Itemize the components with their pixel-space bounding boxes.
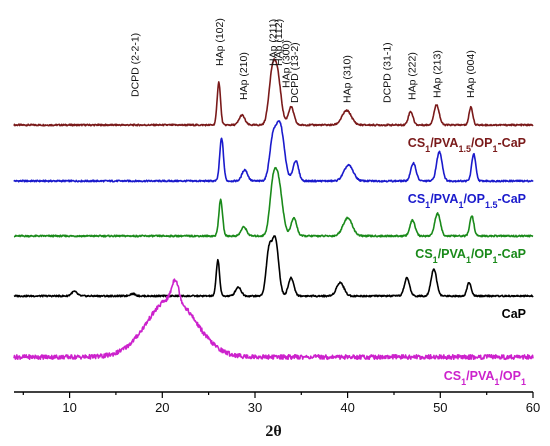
series-labels: CS1/PVA1.5/OP1-CaP CS1/PVA1/OP1.5-CaP CS1/…	[408, 136, 526, 387]
series-label-4: CS1/PVA1/OP1	[444, 369, 526, 387]
x-tick-label: 60	[526, 400, 540, 415]
peak-label-11: HAp (004)	[465, 50, 477, 98]
peak-label-7: HAp (310)	[342, 55, 354, 103]
peak-label-5: HAp (300)	[281, 40, 293, 88]
peak-labels: DCPD (2-2-1) HAp (102)HAp (210)HAp (211)H…	[130, 18, 478, 103]
series-line-4	[13, 278, 534, 361]
series-label-1: CS1/PVA1/OP1.5-CaP	[408, 192, 526, 210]
x-axis: 10 20 30 40 50 60	[14, 391, 540, 415]
series-line-0	[13, 58, 534, 127]
series-label-2: CS1/PVA1/OP1-CaP	[415, 247, 526, 265]
peak-label-0: DCPD (2-2-1)	[130, 33, 142, 97]
peak-label-6: DCPD (13-2)	[289, 42, 301, 103]
peak-label-2: HAp (210)	[238, 52, 250, 100]
series-line-1	[13, 120, 534, 183]
series-line-2	[13, 166, 534, 238]
series-layer	[13, 58, 534, 361]
x-tick-label: 40	[340, 400, 354, 415]
x-axis-title: 2θ	[265, 423, 281, 440]
peak-label-1: HAp (102)	[214, 18, 226, 66]
peak-label-10: HAp (213)	[432, 50, 444, 98]
x-tick-label: 10	[62, 400, 76, 415]
peak-label-8: DCPD (31-1)	[382, 42, 394, 103]
peak-label-9: HAp (222)	[407, 52, 419, 100]
x-tick-label: 50	[433, 400, 447, 415]
x-tick-label: 20	[155, 400, 169, 415]
series-label-3: CaP	[502, 307, 526, 321]
series-label-0: CS1/PVA1.5/OP1-CaP	[408, 136, 526, 154]
x-tick-label: 30	[248, 400, 262, 415]
peak-label-4: HAp (112)	[273, 19, 285, 66]
series-line-3	[13, 235, 534, 298]
peak-label-3: HAp (211)	[268, 19, 280, 66]
